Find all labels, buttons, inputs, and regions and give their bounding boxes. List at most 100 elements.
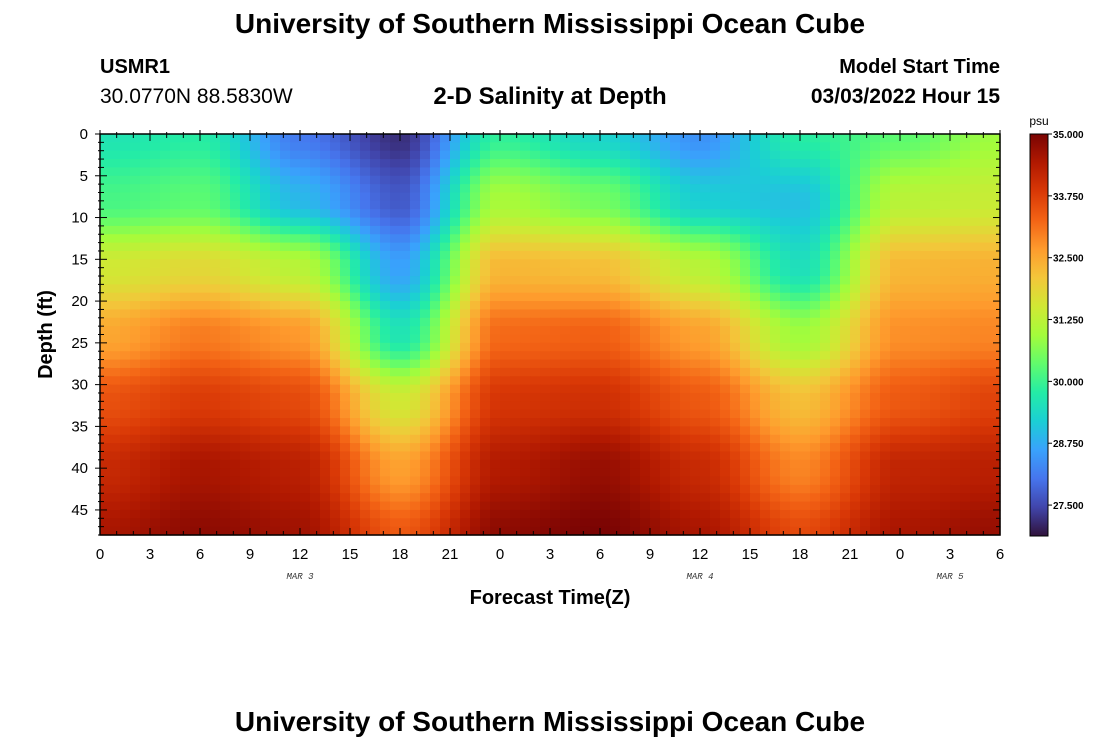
heatmap-cell	[730, 159, 741, 169]
heatmap-cell	[690, 167, 701, 177]
heatmap-cell	[830, 484, 841, 494]
heatmap-cell	[840, 192, 851, 202]
heatmap-cell	[430, 367, 441, 377]
heatmap-cell	[630, 167, 641, 177]
heatmap-cell	[800, 200, 811, 210]
heatmap-cell	[570, 242, 581, 252]
heatmap-cell	[930, 451, 941, 461]
heatmap-cell	[950, 242, 961, 252]
heatmap-cell	[270, 451, 281, 461]
heatmap-cell	[260, 409, 271, 419]
heatmap-cell	[360, 518, 371, 528]
heatmap-cell	[230, 409, 241, 419]
heatmap-cell	[670, 259, 681, 269]
heatmap-cell	[810, 518, 821, 528]
heatmap-cell	[820, 468, 831, 478]
heatmap-cell	[650, 526, 661, 536]
heatmap-cell	[780, 192, 791, 202]
heatmap-cell	[410, 292, 421, 302]
heatmap-cell	[660, 134, 671, 143]
heatmap-cell	[410, 342, 421, 352]
heatmap-cell	[430, 317, 441, 327]
heatmap-cell	[940, 384, 951, 394]
heatmap-cell	[900, 451, 911, 461]
heatmap-cell	[960, 434, 971, 444]
heatmap-cell	[430, 292, 441, 302]
heatmap-cell	[650, 259, 661, 269]
heatmap-cell	[210, 409, 221, 419]
heatmap-cell	[230, 509, 241, 519]
heatmap-cell	[990, 376, 1001, 386]
heatmap-cell	[790, 292, 801, 302]
heatmap-cell	[990, 401, 1001, 411]
heatmap-cell	[290, 443, 301, 453]
heatmap-cell	[440, 443, 451, 453]
heatmap-cell	[150, 184, 161, 194]
heatmap-cell	[630, 134, 641, 143]
heatmap-cell	[620, 259, 631, 269]
heatmap-cell	[590, 501, 601, 511]
heatmap-cell	[270, 367, 281, 377]
heatmap-cell	[340, 259, 351, 269]
heatmap-cell	[930, 284, 941, 294]
heatmap-cell	[920, 426, 931, 436]
heatmap-cell	[480, 134, 491, 143]
heatmap-cell	[730, 526, 741, 536]
heatmap-cell	[440, 409, 451, 419]
heatmap-cell	[700, 167, 711, 177]
heatmap-cell	[490, 209, 501, 219]
heatmap-cell	[640, 276, 651, 285]
heatmap-cell	[270, 326, 281, 336]
heatmap-cell	[510, 159, 521, 169]
heatmap-cell	[470, 451, 481, 461]
heatmap-cell	[990, 276, 1001, 285]
heatmap-cell	[830, 526, 841, 536]
heatmap-cell	[390, 334, 401, 344]
heatmap-cell	[820, 142, 831, 152]
heatmap-cell	[710, 526, 721, 536]
heatmap-cell	[940, 276, 951, 285]
heatmap-cell	[560, 242, 571, 252]
heatmap-cell	[210, 501, 221, 511]
heatmap-cell	[780, 309, 791, 319]
heatmap-cell	[660, 409, 671, 419]
heatmap-cell	[520, 526, 531, 536]
heatmap-cell	[840, 418, 851, 427]
heatmap-cell	[750, 301, 761, 311]
heatmap-cell	[940, 134, 951, 143]
heatmap-cell	[730, 259, 741, 269]
heatmap-cell	[500, 384, 511, 394]
heatmap-cell	[500, 334, 511, 344]
heatmap-cell	[570, 334, 581, 344]
heatmap-cell	[730, 142, 741, 152]
heatmap-cell	[810, 401, 821, 411]
heatmap-cell	[610, 142, 621, 152]
heatmap-cell	[700, 284, 711, 294]
heatmap-cell	[480, 301, 491, 311]
heatmap-cell	[970, 309, 981, 319]
heatmap-cell	[220, 501, 231, 511]
heatmap-cell	[640, 200, 651, 210]
heatmap-cell	[740, 459, 751, 469]
heatmap-cell	[720, 276, 731, 285]
heatmap-cell	[970, 501, 981, 511]
heatmap-cell	[790, 250, 801, 260]
heatmap-cell	[540, 359, 551, 369]
heatmap-cell	[240, 459, 251, 469]
heatmap-cell	[190, 259, 201, 269]
heatmap-cell	[160, 209, 171, 219]
heatmap-cell	[560, 309, 571, 319]
heatmap-cell	[270, 434, 281, 444]
heatmap-cell	[460, 359, 471, 369]
heatmap-cell	[210, 376, 221, 386]
heatmap-cell	[280, 459, 291, 469]
heatmap-cell	[240, 518, 251, 528]
heatmap-cell	[540, 443, 551, 453]
heatmap-cell	[570, 451, 581, 461]
heatmap-cell	[100, 409, 111, 419]
heatmap-cell	[720, 426, 731, 436]
heatmap-cell	[200, 384, 211, 394]
heatmap-cell	[450, 509, 461, 519]
heatmap-cell	[640, 392, 651, 402]
heatmap-cell	[950, 426, 961, 436]
